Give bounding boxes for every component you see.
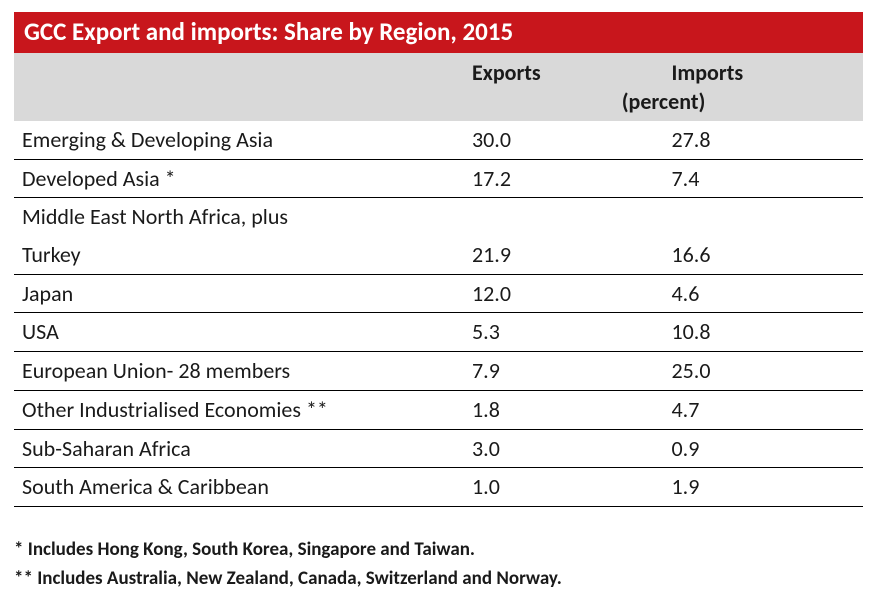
table-row: USA5.310.8 <box>14 313 863 352</box>
footnote-1: * Includes Hong Kong, South Korea, Singa… <box>14 535 863 564</box>
data-table: Exports Imports (percent) Emerging & Dev… <box>14 53 863 507</box>
cell-imports: 1.9 <box>663 468 863 507</box>
table-row: European Union- 28 members7.925.0 <box>14 352 863 391</box>
subheader-percent: (percent) <box>464 88 863 121</box>
cell-exports: 12.0 <box>464 274 664 313</box>
cell-exports: 3.0 <box>464 429 664 468</box>
cell-imports: 4.7 <box>663 390 863 429</box>
cell-imports: 7.4 <box>663 159 863 198</box>
cell-imports <box>663 198 863 236</box>
cell-imports: 27.8 <box>663 121 863 159</box>
cell-region: Emerging & Developing Asia <box>14 121 464 159</box>
cell-region: Turkey <box>14 236 464 274</box>
cell-exports: 17.2 <box>464 159 664 198</box>
cell-exports: 1.8 <box>464 390 664 429</box>
cell-exports: 21.9 <box>464 236 664 274</box>
cell-region: Sub-Saharan Africa <box>14 429 464 468</box>
table-subheader-row: (percent) <box>14 88 863 121</box>
col-header-region <box>14 53 464 88</box>
table-row: Emerging & Developing Asia30.027.8 <box>14 121 863 159</box>
cell-exports <box>464 198 664 236</box>
cell-region: Other Industrialised Economies ** <box>14 390 464 429</box>
table-row: Developed Asia *17.27.4 <box>14 159 863 198</box>
col-header-exports: Exports <box>464 53 664 88</box>
table-row: Japan12.04.6 <box>14 274 863 313</box>
cell-exports: 30.0 <box>464 121 664 159</box>
cell-imports: 16.6 <box>663 236 863 274</box>
cell-imports: 10.8 <box>663 313 863 352</box>
table-header-row: Exports Imports <box>14 53 863 88</box>
footnote-2: ** Includes Australia, New Zealand, Cana… <box>14 564 863 593</box>
footnotes: * Includes Hong Kong, South Korea, Singa… <box>14 535 863 594</box>
table-row: South America & Caribbean1.01.9 <box>14 468 863 507</box>
table-row: Sub-Saharan Africa3.00.9 <box>14 429 863 468</box>
cell-exports: 1.0 <box>464 468 664 507</box>
cell-imports: 0.9 <box>663 429 863 468</box>
subheader-blank <box>14 88 464 121</box>
cell-exports: 7.9 <box>464 352 664 391</box>
cell-region: USA <box>14 313 464 352</box>
table-row: Other Industrialised Economies **1.84.7 <box>14 390 863 429</box>
cell-imports: 25.0 <box>663 352 863 391</box>
table-row: Middle East North Africa, plus <box>14 198 863 236</box>
cell-region: Japan <box>14 274 464 313</box>
cell-region: Middle East North Africa, plus <box>14 198 464 236</box>
cell-exports: 5.3 <box>464 313 664 352</box>
cell-region: European Union- 28 members <box>14 352 464 391</box>
cell-region: Developed Asia * <box>14 159 464 198</box>
cell-imports: 4.6 <box>663 274 863 313</box>
cell-region: South America & Caribbean <box>14 468 464 507</box>
table-row: Turkey21.916.6 <box>14 236 863 274</box>
col-header-imports: Imports <box>663 53 863 88</box>
page-title: GCC Export and imports: Share by Region,… <box>14 12 863 53</box>
